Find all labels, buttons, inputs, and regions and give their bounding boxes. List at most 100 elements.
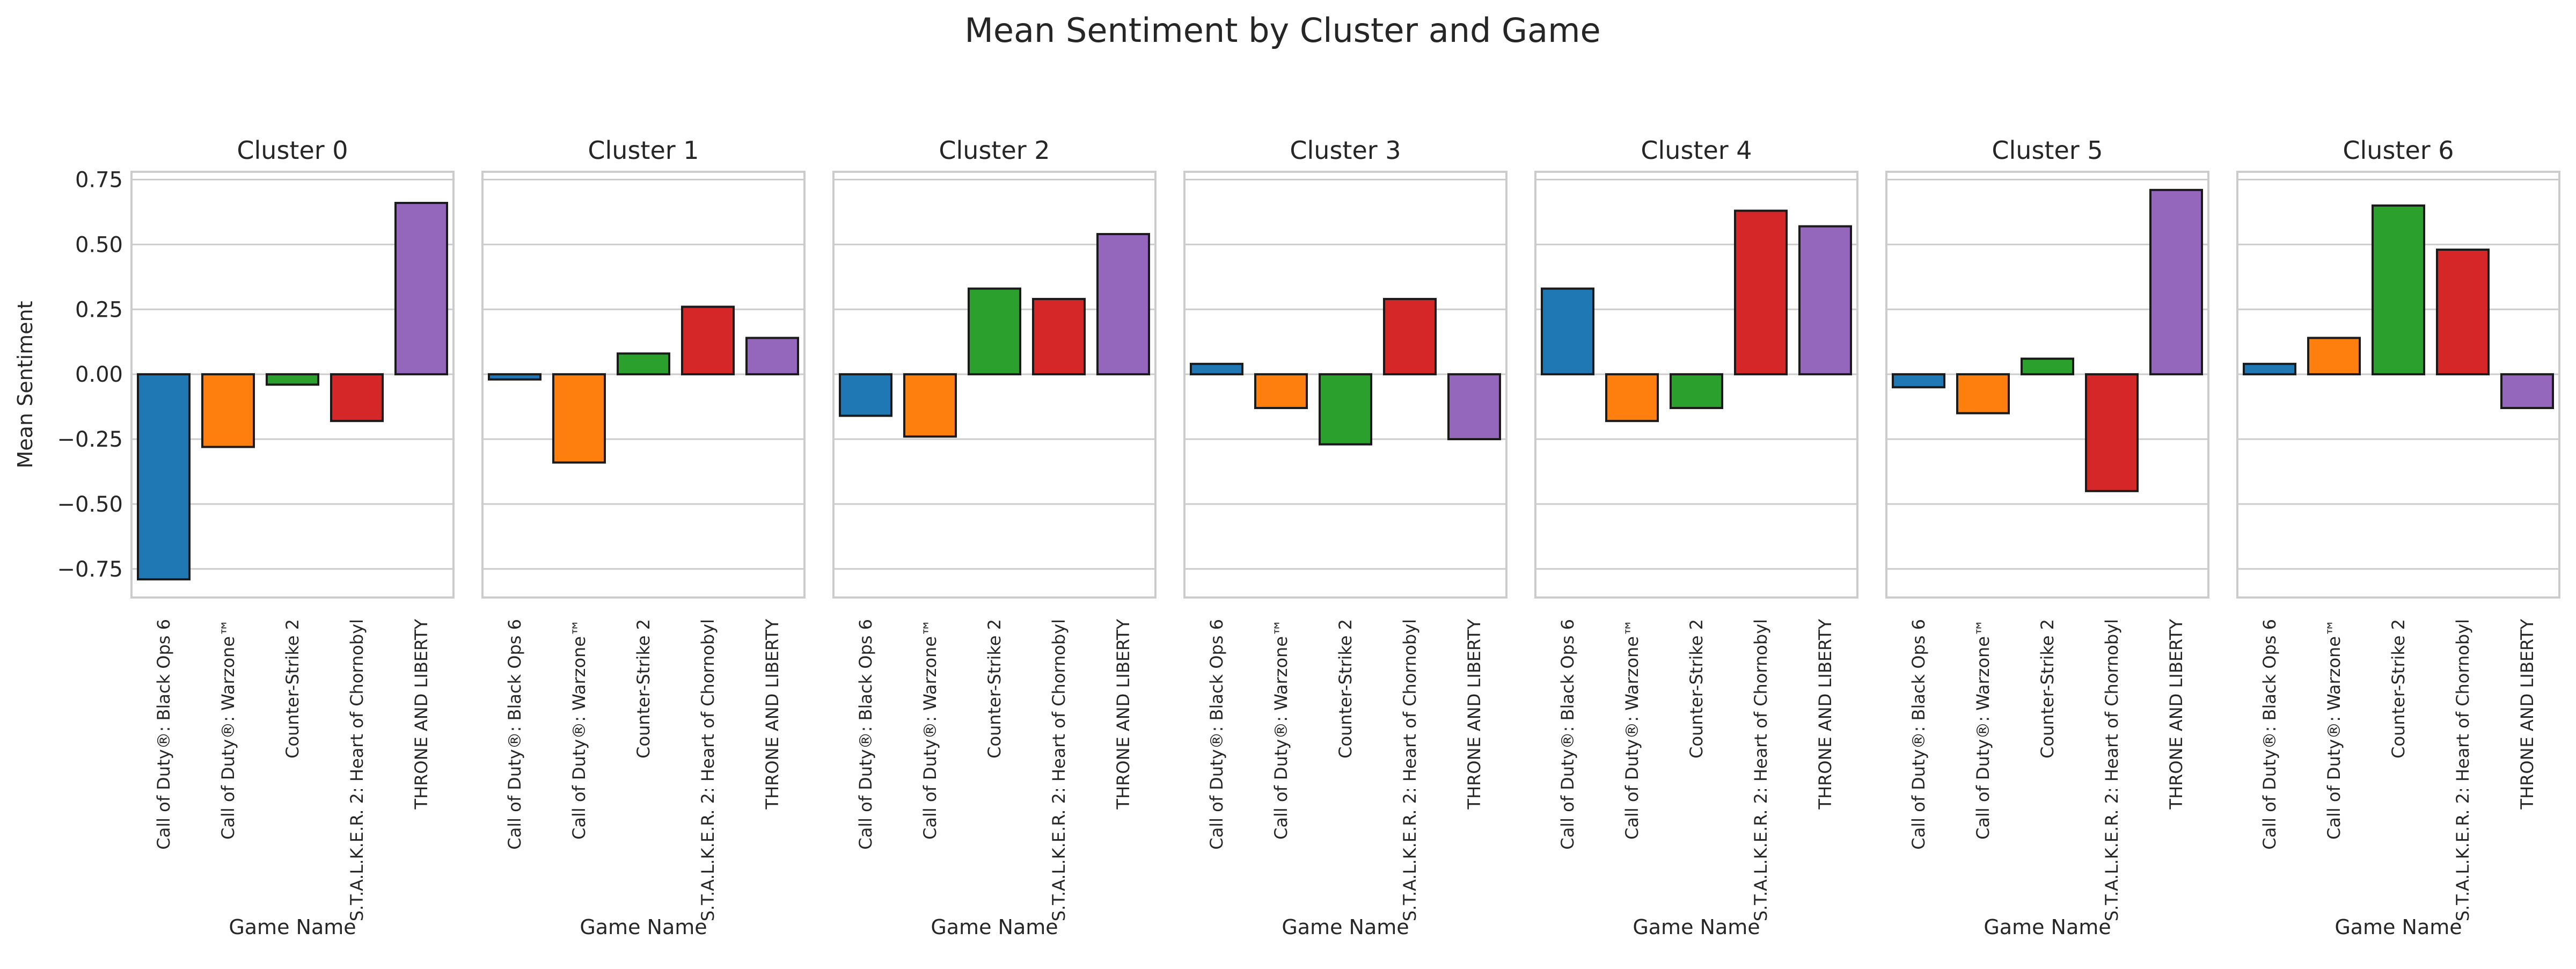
- bar-cluster-1-4: [745, 337, 799, 376]
- x-axis-label: Game Name: [931, 915, 1058, 939]
- x-tick-label: THRONE AND LIBERTY: [2517, 619, 2537, 810]
- x-tick-label: Counter-Strike 2: [1686, 619, 1707, 759]
- x-axis-label: Game Name: [2334, 915, 2462, 939]
- bar-cluster-4-1: [1605, 373, 1659, 422]
- x-tick-label: S.T.A.L.K.E.R. 2: Heart of Chornobyl: [1049, 619, 1069, 921]
- x-tick-label: Counter-Strike 2: [984, 619, 1005, 759]
- x-tick-label: Call of Duty®: Warzone™: [1271, 619, 1291, 840]
- panel-frame: [481, 171, 806, 599]
- bar-cluster-2-1: [903, 373, 957, 438]
- x-tick-label: Call of Duty®: Warzone™: [1622, 619, 1642, 840]
- bar-cluster-3-1: [1254, 373, 1308, 410]
- x-tick-label: Counter-Strike 2: [1335, 619, 1356, 759]
- x-tick-label: Call of Duty®: Black Ops 6: [855, 619, 876, 850]
- x-tick-label: Call of Duty®: Black Ops 6: [1557, 619, 1578, 850]
- x-axis-label: Game Name: [580, 915, 707, 939]
- bar-cluster-0-0: [137, 373, 191, 581]
- bar-cluster-5-3: [2085, 373, 2139, 492]
- x-tick-label: Call of Duty®: Warzone™: [920, 619, 940, 840]
- x-tick-label: THRONE AND LIBERTY: [411, 619, 431, 810]
- panel-title: Cluster 2: [939, 136, 1050, 165]
- x-tick-label: Counter-Strike 2: [2388, 619, 2409, 759]
- x-axis-label: Game Name: [1282, 915, 1409, 939]
- x-tick-label: Call of Duty®: Black Ops 6: [153, 619, 174, 850]
- y-tick-label: 0.75: [75, 168, 123, 193]
- x-tick-label: Counter-Strike 2: [633, 619, 654, 759]
- x-tick-label: S.T.A.L.K.E.R. 2: Heart of Chornobyl: [1751, 619, 1771, 921]
- bar-cluster-1-0: [488, 373, 541, 381]
- x-tick-label: Counter-Strike 2: [282, 619, 303, 759]
- x-tick-label: THRONE AND LIBERTY: [762, 619, 782, 810]
- panel-title: Cluster 0: [237, 136, 348, 165]
- bar-cluster-5-0: [1892, 373, 1945, 389]
- x-tick-label: Call of Duty®: Black Ops 6: [2259, 619, 2280, 850]
- panel-frame: [2236, 171, 2560, 599]
- figure-title: Mean Sentiment by Cluster and Game: [964, 11, 1600, 50]
- bar-cluster-2-0: [839, 373, 892, 417]
- bar-cluster-6-3: [2436, 249, 2490, 376]
- x-tick-label: Counter-Strike 2: [2037, 619, 2058, 759]
- panel-frame: [1885, 171, 2209, 599]
- x-tick-label: S.T.A.L.K.E.R. 2: Heart of Chornobyl: [347, 619, 367, 921]
- x-tick-label: Call of Duty®: Warzone™: [2324, 619, 2344, 840]
- y-tick-label: 0.00: [75, 362, 123, 387]
- bar-cluster-2-3: [1032, 297, 1086, 376]
- x-tick-label: S.T.A.L.K.E.R. 2: Heart of Chornobyl: [2102, 619, 2122, 921]
- x-tick-label: S.T.A.L.K.E.R. 2: Heart of Chornobyl: [2453, 619, 2473, 921]
- panel-frame: [832, 171, 1157, 599]
- bar-cluster-1-1: [552, 373, 606, 464]
- panel-frame: [1534, 171, 1858, 599]
- y-tick-label: −0.75: [57, 557, 123, 582]
- bar-cluster-2-4: [1096, 233, 1150, 376]
- panel-frame: [130, 171, 455, 599]
- x-tick-label: Call of Duty®: Warzone™: [1973, 619, 1993, 840]
- bar-cluster-1-3: [681, 305, 735, 376]
- x-tick-label: S.T.A.L.K.E.R. 2: Heart of Chornobyl: [698, 619, 718, 921]
- y-tick-label: −0.50: [57, 492, 123, 517]
- bar-cluster-5-1: [1956, 373, 2010, 414]
- panel-title: Cluster 6: [2343, 136, 2454, 165]
- bar-cluster-5-4: [2149, 188, 2203, 376]
- bar-cluster-4-3: [1734, 209, 1788, 376]
- bar-cluster-1-2: [617, 352, 670, 376]
- bar-cluster-3-0: [1190, 362, 1243, 376]
- bar-cluster-0-4: [394, 202, 448, 376]
- x-axis-label: Game Name: [229, 915, 356, 939]
- bar-cluster-0-3: [330, 373, 384, 422]
- bar-cluster-6-4: [2500, 373, 2554, 410]
- panel-frame: [1183, 171, 1507, 599]
- x-axis-label: Game Name: [1984, 915, 2111, 939]
- bar-cluster-3-4: [1447, 373, 1501, 441]
- panel-title: Cluster 4: [1641, 136, 1752, 165]
- bar-cluster-6-1: [2307, 337, 2361, 376]
- bar-cluster-5-2: [2021, 358, 2074, 376]
- x-tick-label: Call of Duty®: Black Ops 6: [1908, 619, 1929, 850]
- x-tick-label: Call of Duty®: Warzone™: [569, 619, 589, 840]
- y-tick-label: 0.25: [75, 297, 123, 322]
- x-tick-label: Call of Duty®: Warzone™: [218, 619, 238, 840]
- x-tick-label: THRONE AND LIBERTY: [2166, 619, 2186, 810]
- bar-cluster-4-2: [1670, 373, 1723, 410]
- x-tick-label: THRONE AND LIBERTY: [1113, 619, 1133, 810]
- panel-title: Cluster 1: [588, 136, 699, 165]
- y-tick-label: 0.50: [75, 232, 123, 257]
- bar-cluster-0-2: [266, 373, 319, 386]
- x-tick-label: Call of Duty®: Black Ops 6: [1206, 619, 1227, 850]
- bar-cluster-0-1: [201, 373, 255, 448]
- bar-cluster-6-0: [2243, 362, 2296, 376]
- bar-cluster-4-4: [1798, 225, 1852, 376]
- x-tick-label: THRONE AND LIBERTY: [1815, 619, 1835, 810]
- bar-cluster-3-2: [1319, 373, 1372, 446]
- x-axis-label: Game Name: [1633, 915, 1760, 939]
- x-tick-label: S.T.A.L.K.E.R. 2: Heart of Chornobyl: [1400, 619, 1420, 921]
- bar-cluster-6-2: [2372, 204, 2425, 376]
- bar-cluster-3-3: [1383, 297, 1437, 376]
- bar-cluster-2-2: [968, 287, 1021, 376]
- x-tick-label: Call of Duty®: Black Ops 6: [504, 619, 525, 850]
- y-axis-label: Mean Sentiment: [13, 301, 37, 468]
- panel-title: Cluster 5: [1992, 136, 2103, 165]
- bar-cluster-4-0: [1541, 287, 1594, 376]
- panel-title: Cluster 3: [1290, 136, 1401, 165]
